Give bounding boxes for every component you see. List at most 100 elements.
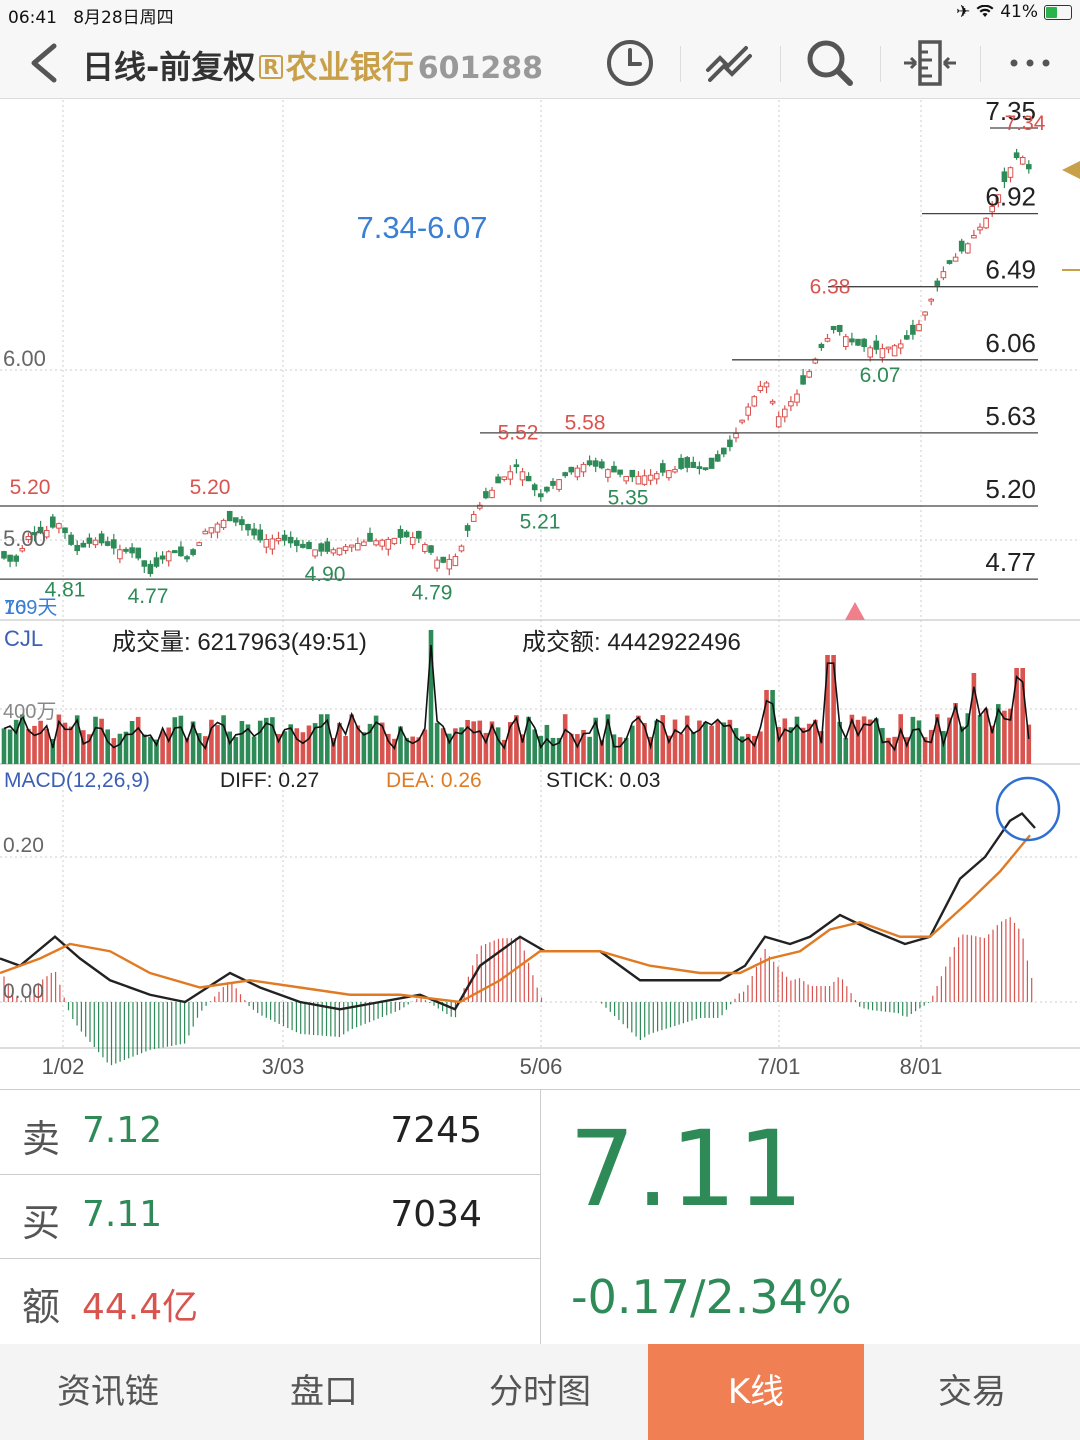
extreme-price-label: 5.21 [520,510,561,533]
volume-bar [142,734,147,764]
candle-body [330,549,337,554]
extreme-price-label: 7.34 [1005,112,1046,135]
volume-bar [154,739,159,764]
candle-body [336,547,343,556]
volume-bar [709,725,714,764]
volume-bar [471,721,476,764]
search-icon[interactable] [802,38,858,88]
candle-body [74,544,81,552]
airplane-icon: ✈ [955,2,971,22]
volume-bar [288,724,293,764]
candle-body [306,541,312,550]
candle-body [50,516,56,528]
volume-bar [56,714,62,764]
volume-bar [203,736,208,764]
candle-body [434,559,440,569]
candle-body [904,335,910,340]
volume-bar [916,720,922,764]
volume-bar [1,728,7,764]
candle-body [592,460,599,467]
candle-body [117,549,123,560]
support-level-label: 5.20 [985,474,1036,504]
candle-body [714,454,721,462]
candle-body [562,472,569,477]
candle-body [934,280,941,286]
tab-trade[interactable]: 交易 [938,1372,1006,1412]
volume-bar [843,737,849,764]
candle-body [7,554,13,562]
candle-body [104,541,111,546]
volume-bar [599,739,605,764]
volume-bar [392,738,397,764]
candle-body [458,545,465,552]
volume-bar [996,704,1001,764]
volume-bar [233,737,239,764]
volume-bar [81,730,86,764]
volume-bar [770,690,775,764]
volume-bar [325,714,330,764]
volume-bar [971,673,977,764]
trend-lines-icon[interactable] [702,38,758,88]
tab-order-book[interactable]: 盘口 [290,1372,358,1412]
status-bar: 06:41 8月28日周四 ✈ 41% [0,0,1080,28]
candle-body [818,343,825,349]
sell-row[interactable]: 卖 7.12 7245 [0,1090,540,1175]
candle-body [190,549,196,555]
volume-bar [422,729,428,764]
tab-intraday[interactable]: 分时图 [489,1372,591,1412]
candle-body [446,558,453,570]
split-ruler-icon[interactable] [902,38,958,88]
candle-body [922,311,928,316]
volume-bar [196,733,202,764]
candle-body [995,194,1002,203]
volume-bar [190,721,196,764]
candle-body [165,551,172,562]
candle-body [62,527,68,534]
volume-bar [477,720,483,764]
candle-body [684,457,691,468]
tab-kline[interactable]: K线 [648,1344,864,1440]
more-icon[interactable] [1002,38,1058,88]
extreme-price-label: 4.77 [128,585,169,608]
macd-histogram [3,917,1033,1066]
candle-body [958,240,965,252]
candle-body [178,546,184,557]
candle-body [623,475,630,482]
volume-bar [453,728,458,764]
volume-bar [495,727,501,764]
candle-body [373,540,379,546]
volume-bar [855,719,861,764]
candle-body [843,336,849,347]
clock-icon[interactable] [602,38,658,88]
candle-body [580,463,587,473]
volume-bar [117,733,123,764]
candle-body [19,548,26,552]
candle-body [361,541,367,547]
candle-body [202,530,209,535]
back-icon[interactable] [22,40,66,86]
buy-row[interactable]: 买 7.11 7034 [0,1174,540,1259]
candle-body [37,526,44,534]
candle-body [92,539,99,546]
macd-diff-line [0,811,1036,1011]
volume-bar [87,734,92,764]
volume-bar [953,703,958,764]
price-change: -0.17/2.34% [571,1270,852,1324]
candle-body [208,527,215,534]
volume-bar [489,721,495,764]
candle-body [647,474,654,481]
candle-body [696,466,703,469]
chart-area[interactable]: 7.35 6.92 6.49 6.06 5.63 5.20 4.77 5.20 5.20 4.8… [0,99,1080,1089]
support-level-label: 4.77 [985,547,1036,577]
volume-bar [526,716,531,764]
volume-bar [532,729,537,764]
volume-bar [880,728,885,764]
candle-body [763,382,770,388]
tab-news-chain[interactable]: 资讯链 [57,1372,159,1412]
volume-bar [447,733,452,764]
extreme-price-label: 4.79 [412,582,453,605]
candle-body [501,476,507,480]
kline-chart[interactable]: 7.35 6.92 6.49 6.06 5.63 5.20 4.77 5.20 5.20 4.8… [0,99,1080,1089]
volume-bar [636,715,641,764]
candle-body [147,563,154,575]
